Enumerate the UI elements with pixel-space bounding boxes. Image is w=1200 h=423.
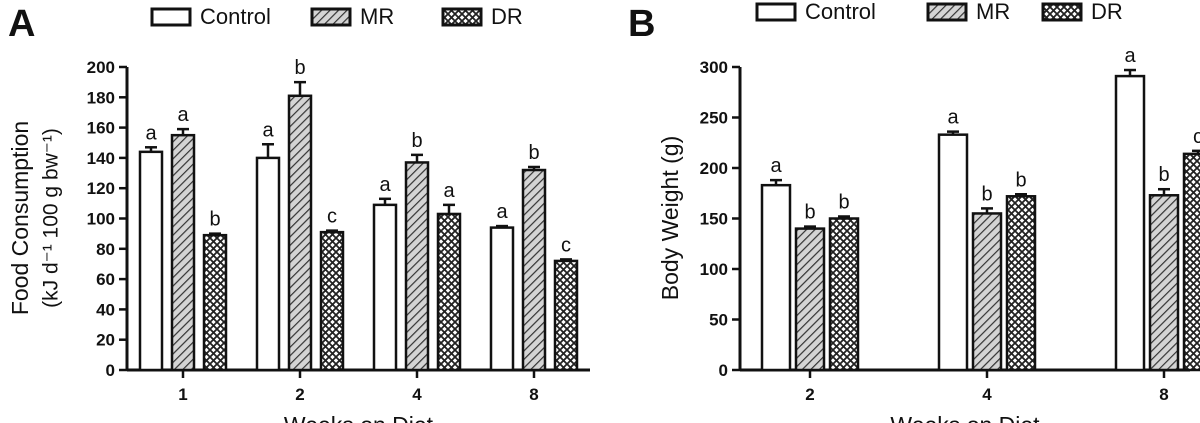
panel-a-y-tick-label: 60 [96,270,115,289]
panel-b-significance-letter-dr: b [838,191,849,213]
panel-a-y-tick-label: 0 [106,361,115,380]
panel-a-label: A [8,3,35,45]
panel-b-bar-dr [1182,152,1200,372]
panel-a-legend-label-mr: MR [360,4,394,29]
panel-a-bar-control [489,226,515,372]
panel-a-bar-mr [521,168,547,372]
panel-b-significance-letter-dr: b [1015,169,1026,191]
panel-b-x-tick-label: 8 [1159,385,1168,404]
panel-b-y-tick-label: 50 [709,311,728,330]
panel-b-y-tick-label: 250 [700,109,728,128]
panel-a-significance-letter-control: a [379,174,391,196]
panel-a-y-tick-label: 100 [87,210,115,229]
panel-b-x-tick-label: 2 [805,385,814,404]
panel-b-bar-control [1114,74,1146,372]
panel-a-y-tick-label: 120 [87,179,115,198]
panel-a-significance-letter-control: a [262,119,274,141]
panel-a-bar-mr [287,94,313,372]
panel-b-x-tick-label: 4 [982,385,992,404]
panel-b-bar-mr [1148,194,1180,372]
panel-a-y-tick-label: 180 [87,88,115,107]
panel-b-label: B [628,3,655,45]
panel-b-legend-swatch-control [755,2,797,22]
panel-b-legend-label-dr: DR [1091,0,1123,24]
panel-a-significance-letter-mr: b [411,130,422,152]
panel-a-y-tick-label: 40 [96,300,115,319]
panel-b-bar-mr [794,227,826,372]
panel-b-y-tick-label: 300 [700,58,728,77]
panel-a-x-tick-label: 1 [178,385,187,404]
panel-b-significance-letter-mr: b [1158,164,1169,186]
panel-b-y-tick-label: 200 [700,159,728,178]
panel-a-significance-letter-control: a [145,122,157,144]
panel-b-y-tick-label: 100 [700,260,728,279]
panel-a-significance-letter-mr: b [528,142,539,164]
panel-a-y-axis-subtitle: (kJ d⁻¹ 100 g bw⁻¹) [40,128,63,308]
panel-a-x-axis-title: Weeks on Diet [284,412,434,423]
panel-a-significance-letter-control: a [496,201,508,223]
panel-a-y-tick-label: 200 [87,58,115,77]
panel-a-bar-mr [170,133,196,372]
panel-a-bar-dr [553,259,579,372]
panel-a-significance-letter-dr: c [561,234,571,256]
panel-b-significance-letter-control: a [770,155,782,177]
panel-a-significance-letter-dr: b [209,209,220,231]
panel-a-significance-letter-mr: b [294,57,305,79]
panel-a-y-tick-label: 160 [87,119,115,138]
panel-a-x-tick-label: 2 [295,385,304,404]
panel-b-legend-swatch-mr [926,2,968,22]
panel-a-legend-label-dr: DR [491,4,523,29]
panel-a-legend-swatch-dr [441,7,483,27]
panel-b-y-axis-title: Body Weight (g) [657,136,683,300]
panel-a-bar-control [255,156,281,372]
panel-a-bar-dr [319,230,345,372]
panel-a-significance-letter-dr: a [443,180,455,202]
panel-b-y-tick-label: 150 [700,210,728,229]
panel-b-y-tick-label: 0 [719,361,728,380]
panel-a-bar-control [138,150,164,372]
panel-a-y-axis-title: Food Consumption [7,121,33,315]
panel-b-significance-letter-dr: c [1193,126,1200,148]
panel-a-y-tick-label: 80 [96,240,115,259]
panel-a-x-tick-label: 4 [412,385,422,404]
panel-a-legend-label-control: Control [200,4,271,29]
panel-b-significance-letter-mr: b [804,202,815,224]
panel-a-significance-letter-dr: c [327,206,337,228]
panel-b-legend-swatch-dr [1041,2,1083,22]
panel-b-bar-control [760,183,792,372]
panel-a-legend-swatch-control [150,7,192,27]
panel-b-significance-letter-control: a [947,107,959,129]
panel-b-x-axis-title: Weeks on Diet [890,412,1040,423]
panel-a-significance-letter-mr: a [177,104,189,126]
panel-b-bar-dr [828,217,860,372]
panel-b-bar-control [937,133,969,372]
panel-a-bar-mr [404,161,430,372]
panel-a-legend-swatch-mr [310,7,352,27]
panel-a-x-tick-label: 8 [529,385,538,404]
panel-a-bar-control [372,203,398,372]
panel-a-y-tick-label: 140 [87,149,115,168]
panel-b-significance-letter-mr: b [981,183,992,205]
panel-b-bar-dr [1005,195,1037,372]
panel-a-bar-dr [436,212,462,372]
panel-a-y-tick-label: 20 [96,331,115,350]
panel-b-significance-letter-control: a [1124,45,1136,67]
panel-b-legend-label-mr: MR [976,0,1010,24]
panel-a-bar-dr [202,233,228,372]
panel-b-legend-label-control: Control [805,0,876,24]
panel-b-bar-mr [971,212,1003,372]
